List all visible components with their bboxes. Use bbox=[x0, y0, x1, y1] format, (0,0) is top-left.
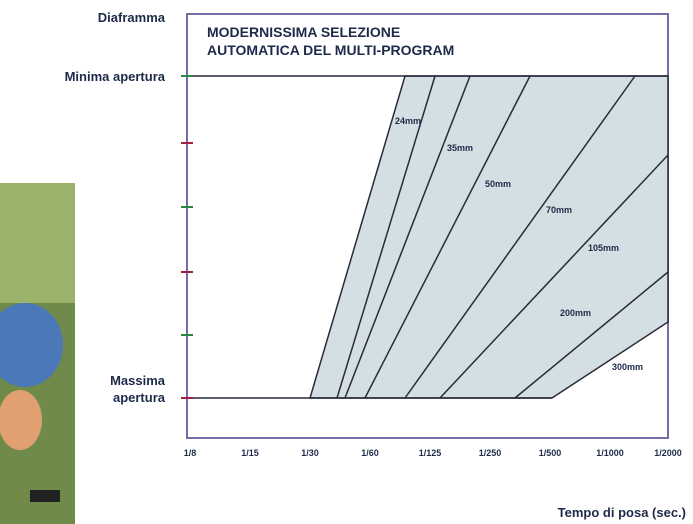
y-label: apertura bbox=[113, 390, 166, 405]
x-label: 1/125 bbox=[419, 448, 442, 458]
x-label: 1/15 bbox=[241, 448, 259, 458]
x-label: 1/2000 bbox=[654, 448, 682, 458]
program-lines bbox=[187, 75, 669, 399]
focal-label: 300mm bbox=[612, 362, 643, 372]
title-line: AUTOMATICA DEL MULTI-PROGRAM bbox=[207, 42, 454, 58]
x-label: 1/8 bbox=[184, 448, 197, 458]
x-label: 1/250 bbox=[479, 448, 502, 458]
title-line: MODERNISSIMA SELEZIONE bbox=[207, 24, 400, 40]
focal-label: 70mm bbox=[546, 205, 572, 215]
x-label: 1/60 bbox=[361, 448, 379, 458]
x-label: 1/500 bbox=[539, 448, 562, 458]
x-axis-title: Tempo di posa (sec.) bbox=[558, 505, 686, 520]
focal-label: 35mm bbox=[447, 143, 473, 153]
y-label: Minima apertura bbox=[65, 69, 166, 84]
y-label: Massima bbox=[110, 373, 166, 388]
focal-label: 105mm bbox=[588, 243, 619, 253]
x-label: 1/1000 bbox=[596, 448, 624, 458]
focal-label: 200mm bbox=[560, 308, 591, 318]
focal-label: 24mm bbox=[395, 116, 421, 126]
photo bbox=[0, 183, 75, 524]
y-axis-title: Diaframma bbox=[98, 10, 166, 25]
focal-label: 50mm bbox=[485, 179, 511, 189]
y-ticks bbox=[181, 75, 193, 399]
x-label: 1/30 bbox=[301, 448, 319, 458]
